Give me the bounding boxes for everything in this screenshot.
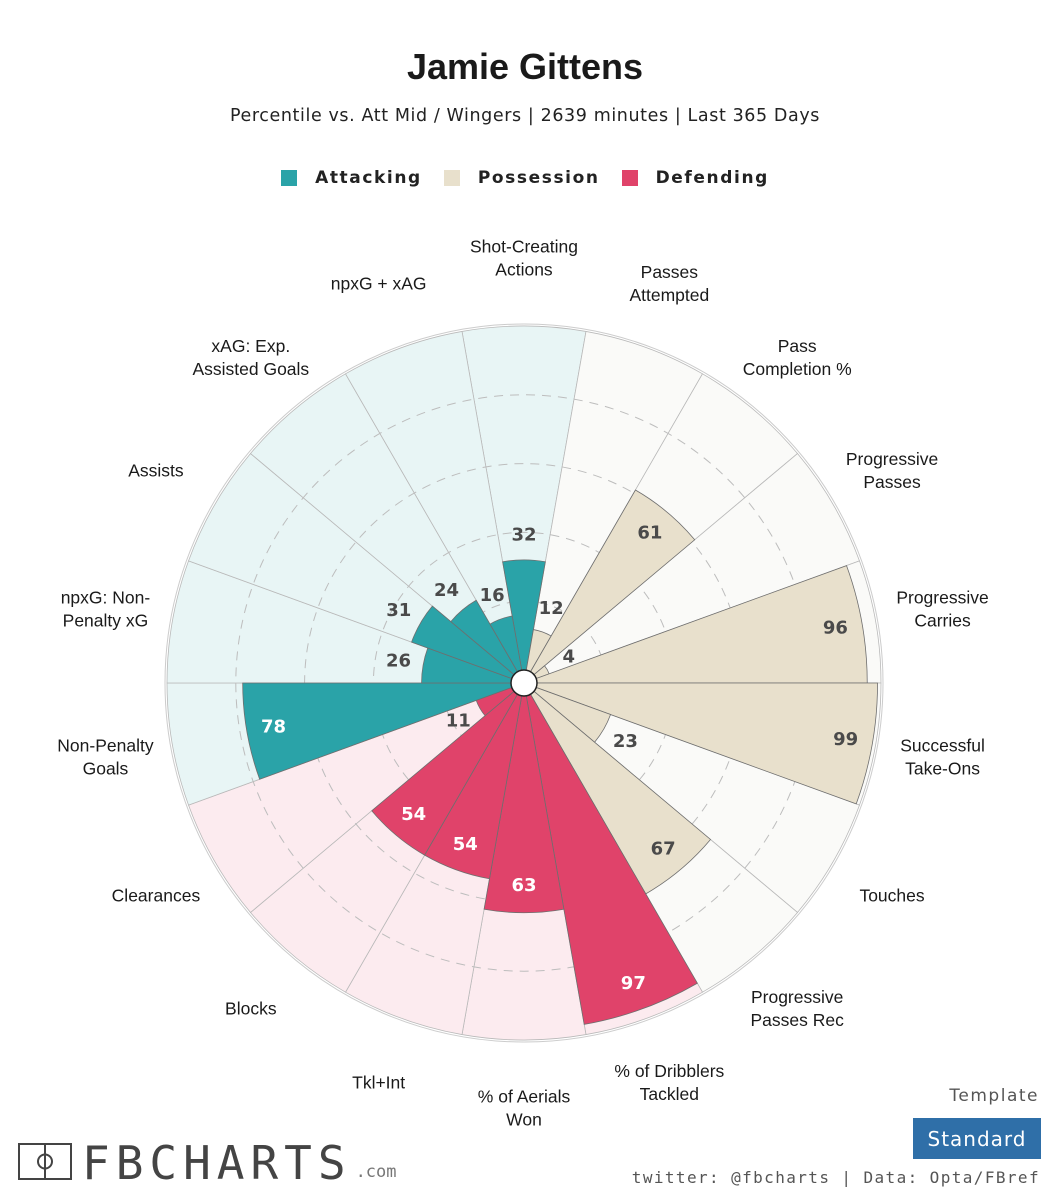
legend-item-possession: Possession bbox=[443, 168, 600, 188]
metric-label: Pass Completion % bbox=[743, 336, 852, 379]
value-label: 54 bbox=[453, 834, 478, 855]
metric-label: Shot-Creating Actions bbox=[470, 237, 578, 280]
value-label: 24 bbox=[434, 580, 459, 601]
value-label: 54 bbox=[401, 804, 426, 825]
legend-swatch-defending bbox=[621, 170, 638, 186]
value-label: 61 bbox=[637, 522, 662, 543]
chart-title: Jamie Gittens bbox=[406, 46, 644, 87]
legend-label-possession: Possession bbox=[477, 168, 600, 188]
template-standard-button[interactable]: Standard bbox=[913, 1118, 1041, 1159]
legend: Attacking Possession Defending bbox=[0, 168, 1050, 188]
template-label: Template bbox=[949, 1086, 1039, 1106]
metric-label: Blocks bbox=[225, 999, 277, 1019]
value-label: 12 bbox=[539, 598, 564, 619]
center-hole bbox=[510, 669, 538, 697]
metric-label: % of Aerials Won bbox=[478, 1087, 571, 1130]
value-label: 99 bbox=[833, 729, 858, 750]
brand-suffix: .com bbox=[355, 1162, 397, 1182]
metric-label: xAG: Exp. Assisted Goals bbox=[192, 336, 309, 379]
legend-item-defending: Defending bbox=[621, 168, 769, 188]
metric-label: Progressive Passes Rec bbox=[750, 987, 844, 1030]
value-label: 11 bbox=[446, 710, 471, 731]
value-label: 32 bbox=[511, 524, 536, 545]
legend-label-attacking: Attacking bbox=[315, 168, 422, 188]
data-credit: twitter: @fbcharts | Data: Opta/FBref bbox=[631, 1168, 1040, 1187]
outer-ring bbox=[164, 323, 884, 1043]
value-label: 16 bbox=[480, 585, 505, 606]
value-label: 78 bbox=[261, 717, 286, 738]
metric-label: Touches bbox=[859, 886, 924, 906]
value-label: 4 bbox=[563, 647, 576, 668]
brand-logo: FBCHARTS .com bbox=[18, 1136, 397, 1186]
value-label: 96 bbox=[823, 618, 848, 639]
pitch-icon bbox=[18, 1143, 72, 1180]
value-label: 23 bbox=[613, 731, 638, 752]
legend-swatch-possession bbox=[443, 170, 460, 186]
value-label: 63 bbox=[511, 875, 536, 896]
chart-subtitle: Percentile vs. Att Mid / Wingers | 2639 … bbox=[229, 106, 821, 126]
brand-name: FBCHARTS bbox=[82, 1136, 352, 1190]
value-label: 31 bbox=[386, 600, 411, 621]
legend-label-defending: Defending bbox=[655, 168, 769, 188]
metric-label: npxG: Non-Penalty xG bbox=[61, 588, 151, 631]
value-label: 67 bbox=[651, 838, 676, 859]
metric-label: Tkl+Int bbox=[352, 1072, 405, 1092]
metric-label: Progressive Carries bbox=[896, 588, 988, 631]
metric-label: Assists bbox=[128, 461, 184, 481]
legend-item-attacking: Attacking bbox=[281, 168, 422, 188]
metric-label: Successful Take-Ons bbox=[900, 735, 985, 778]
metric-label: Passes Attempted bbox=[629, 262, 709, 305]
metric-label: % of Dribblers Tackled bbox=[614, 1061, 724, 1104]
value-label: 26 bbox=[386, 650, 411, 671]
metric-label: Progressive Passes bbox=[846, 449, 938, 492]
metric-label: npxG + xAG bbox=[331, 274, 427, 294]
legend-swatch-attacking bbox=[281, 170, 298, 186]
value-label: 97 bbox=[621, 973, 646, 994]
metric-label: Clearances bbox=[112, 886, 201, 906]
metric-label: Non-Penalty Goals bbox=[57, 735, 154, 778]
